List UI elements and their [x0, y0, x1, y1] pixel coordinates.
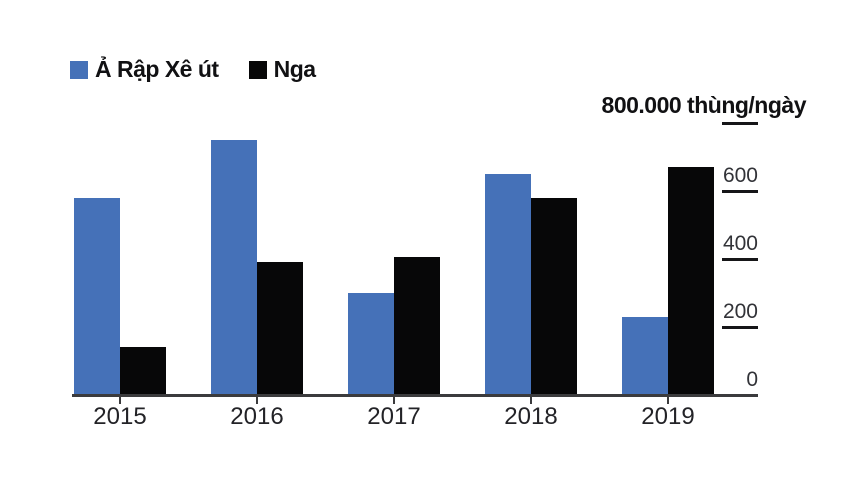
x-axis-line — [72, 394, 758, 397]
bar-saudi-arabia-2015 — [74, 198, 120, 395]
y-axis-unit-label: 800.000 thùng/ngày — [601, 92, 807, 118]
legend-swatch-saudi-arabia — [70, 60, 88, 79]
legend: Ả Rập Xê út Nga — [70, 58, 316, 81]
x-tick-label-2017: 2017 — [367, 403, 421, 430]
x-tick-label-2015: 2015 — [93, 403, 147, 430]
bar-russia-2019 — [668, 167, 714, 395]
x-tick-label-2018: 2018 — [504, 403, 558, 430]
bar-russia-2017 — [394, 257, 440, 395]
x-tick-label-2016: 2016 — [230, 403, 284, 430]
x-tick-2018 — [530, 397, 532, 404]
legend-swatch-russia — [248, 60, 267, 79]
bar-saudi-arabia-2019 — [622, 317, 668, 395]
legend-label-russia: Nga — [273, 56, 316, 82]
y-tick-label-0: 0 — [746, 368, 758, 391]
y-tick-line-200 — [722, 326, 758, 329]
y-tick-label-600: 600 — [722, 164, 758, 187]
x-tick-2017 — [393, 397, 395, 404]
y-tick-line-400 — [722, 258, 758, 261]
x-tick-2015 — [119, 397, 121, 404]
bar-saudi-arabia-2017 — [348, 293, 394, 395]
x-tick-label-2019: 2019 — [641, 403, 695, 430]
y-tick-line-800 — [722, 122, 758, 125]
bar-russia-2015 — [120, 347, 166, 395]
bar-russia-2018 — [531, 198, 577, 395]
bar-russia-2016 — [257, 262, 303, 395]
y-tick-label-200: 200 — [722, 300, 758, 323]
legend-label-saudi-arabia: Ả Rập Xê út — [95, 56, 219, 82]
legend-item-saudi-arabia: Ả Rập Xê út — [70, 58, 219, 81]
x-tick-2019 — [667, 397, 669, 404]
x-tick-2016 — [256, 397, 258, 404]
bar-saudi-arabia-2016 — [211, 140, 257, 395]
legend-item-russia: Nga — [248, 56, 316, 82]
y-tick-label-400: 400 — [722, 232, 758, 255]
y-tick-line-600 — [722, 190, 758, 193]
bar-saudi-arabia-2018 — [485, 174, 531, 395]
